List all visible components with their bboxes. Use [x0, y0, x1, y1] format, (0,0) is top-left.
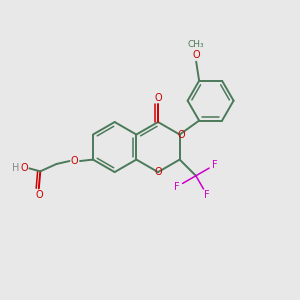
- Text: F: F: [174, 182, 180, 192]
- Text: F: F: [212, 160, 218, 170]
- Text: O: O: [35, 190, 43, 200]
- Text: F: F: [204, 190, 210, 200]
- Text: O: O: [154, 167, 162, 177]
- Text: O: O: [71, 156, 79, 166]
- Text: O: O: [20, 164, 28, 173]
- Text: CH₃: CH₃: [188, 40, 205, 49]
- Text: O: O: [192, 50, 200, 60]
- Text: O: O: [177, 130, 185, 140]
- Text: H: H: [12, 164, 19, 173]
- Text: O: O: [154, 93, 162, 103]
